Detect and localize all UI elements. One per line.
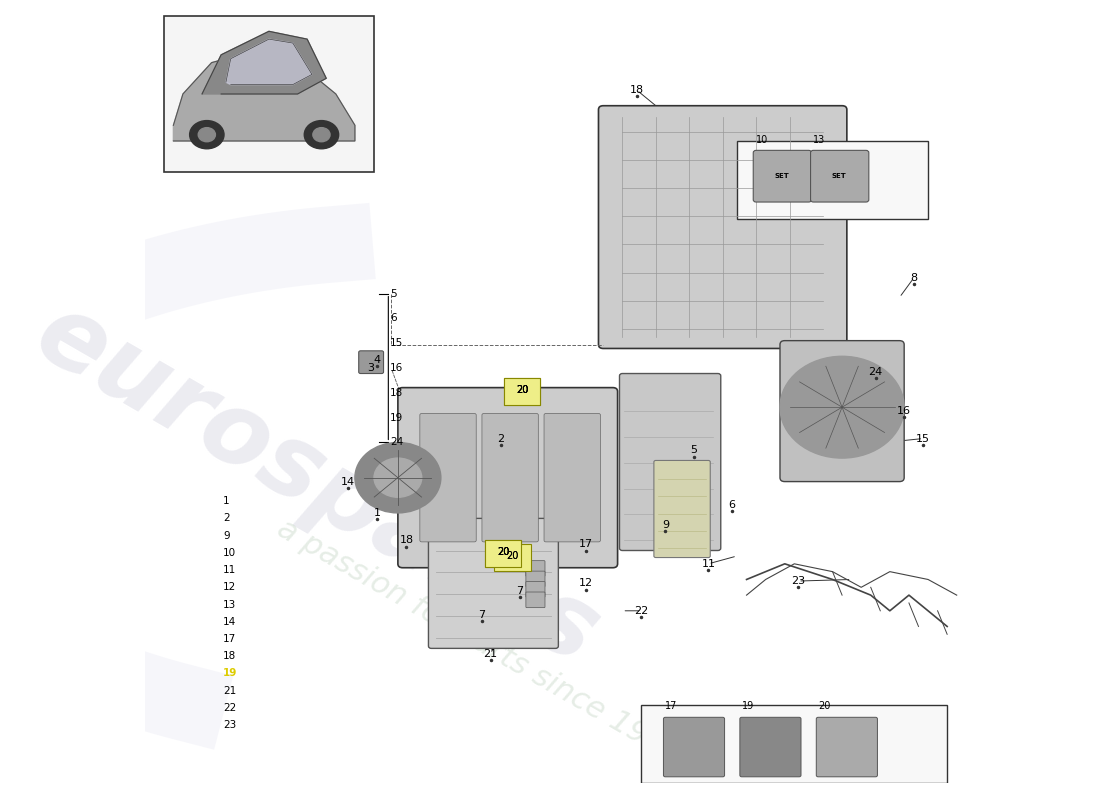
Text: 12: 12 — [223, 582, 236, 592]
FancyBboxPatch shape — [526, 571, 544, 586]
Text: 23: 23 — [791, 576, 805, 586]
FancyBboxPatch shape — [544, 414, 601, 542]
Text: 17: 17 — [223, 634, 236, 644]
Text: 20: 20 — [516, 385, 528, 395]
Text: 7: 7 — [517, 586, 524, 596]
FancyBboxPatch shape — [653, 461, 711, 558]
Text: 22: 22 — [223, 703, 236, 713]
Text: 18: 18 — [390, 388, 404, 398]
Circle shape — [305, 121, 339, 149]
FancyBboxPatch shape — [619, 374, 720, 550]
Text: 1: 1 — [223, 496, 230, 506]
Text: 22: 22 — [635, 606, 649, 616]
Text: 19: 19 — [741, 701, 754, 711]
Polygon shape — [202, 31, 327, 94]
Text: 20: 20 — [497, 547, 509, 557]
Text: 17: 17 — [579, 539, 593, 550]
Bar — [737, 141, 928, 219]
Text: 3: 3 — [367, 363, 374, 373]
Text: 19: 19 — [223, 669, 238, 678]
Text: eurospares: eurospares — [19, 286, 615, 686]
FancyBboxPatch shape — [482, 414, 538, 542]
Text: a passion for parts since 1985: a passion for parts since 1985 — [272, 514, 686, 770]
Circle shape — [189, 121, 224, 149]
Text: 10: 10 — [756, 135, 769, 145]
Text: 13: 13 — [813, 135, 826, 145]
FancyBboxPatch shape — [526, 592, 544, 608]
Text: 18: 18 — [223, 651, 236, 662]
Text: 19: 19 — [390, 413, 404, 422]
Text: 15: 15 — [916, 434, 931, 443]
FancyBboxPatch shape — [526, 561, 544, 576]
Text: 20: 20 — [818, 701, 830, 711]
Text: 2: 2 — [497, 434, 505, 443]
Text: 20: 20 — [497, 547, 509, 557]
Text: 8: 8 — [910, 273, 917, 283]
Text: SET: SET — [832, 173, 847, 179]
FancyBboxPatch shape — [598, 106, 847, 349]
Text: 23: 23 — [223, 720, 236, 730]
Text: SET: SET — [774, 173, 790, 179]
Text: 9: 9 — [662, 520, 669, 530]
Text: 20: 20 — [497, 547, 509, 557]
Text: 11: 11 — [223, 565, 236, 575]
FancyBboxPatch shape — [494, 544, 530, 571]
Text: 11: 11 — [702, 559, 715, 569]
FancyBboxPatch shape — [420, 414, 476, 542]
Circle shape — [198, 128, 216, 142]
FancyBboxPatch shape — [359, 351, 384, 374]
Text: 24: 24 — [390, 438, 404, 447]
Text: 4: 4 — [373, 355, 381, 366]
FancyBboxPatch shape — [485, 540, 521, 567]
FancyBboxPatch shape — [811, 150, 869, 202]
Text: 20: 20 — [506, 551, 519, 561]
Circle shape — [312, 128, 330, 142]
Text: 1: 1 — [373, 508, 381, 518]
FancyBboxPatch shape — [428, 518, 559, 648]
FancyBboxPatch shape — [663, 718, 725, 777]
FancyBboxPatch shape — [504, 378, 540, 405]
Circle shape — [780, 356, 904, 458]
Text: 18: 18 — [629, 85, 644, 95]
Text: 5: 5 — [691, 446, 697, 455]
Bar — [164, 16, 374, 172]
Bar — [641, 705, 947, 783]
Text: 21: 21 — [223, 686, 236, 696]
FancyBboxPatch shape — [526, 582, 544, 598]
Circle shape — [355, 442, 441, 513]
Text: 18: 18 — [399, 535, 414, 546]
FancyBboxPatch shape — [398, 388, 617, 568]
Text: 21: 21 — [484, 649, 497, 659]
Text: 10: 10 — [223, 548, 236, 558]
Text: 24: 24 — [868, 367, 882, 377]
Polygon shape — [226, 39, 312, 85]
Text: 20: 20 — [516, 385, 528, 395]
Text: 5: 5 — [390, 289, 397, 298]
Text: 6: 6 — [390, 314, 397, 323]
Text: 7: 7 — [478, 610, 485, 620]
FancyBboxPatch shape — [740, 718, 801, 777]
Text: 15: 15 — [390, 338, 404, 348]
Text: 9: 9 — [223, 530, 230, 541]
Text: 20: 20 — [516, 385, 528, 395]
Text: 17: 17 — [666, 701, 678, 711]
Text: 20: 20 — [506, 551, 519, 561]
Text: 2: 2 — [223, 514, 230, 523]
FancyBboxPatch shape — [485, 540, 521, 567]
FancyBboxPatch shape — [780, 341, 904, 482]
Polygon shape — [174, 55, 355, 141]
Circle shape — [374, 458, 421, 498]
Text: 14: 14 — [341, 477, 355, 486]
Text: 12: 12 — [579, 578, 593, 588]
Text: 16: 16 — [898, 406, 911, 416]
FancyBboxPatch shape — [504, 378, 540, 405]
Text: 16: 16 — [390, 363, 404, 373]
Text: 20: 20 — [516, 385, 528, 395]
FancyBboxPatch shape — [754, 150, 812, 202]
Text: 13: 13 — [223, 599, 236, 610]
FancyBboxPatch shape — [816, 718, 878, 777]
Text: 6: 6 — [728, 500, 736, 510]
Text: 20: 20 — [497, 547, 509, 557]
Text: 14: 14 — [223, 617, 236, 626]
